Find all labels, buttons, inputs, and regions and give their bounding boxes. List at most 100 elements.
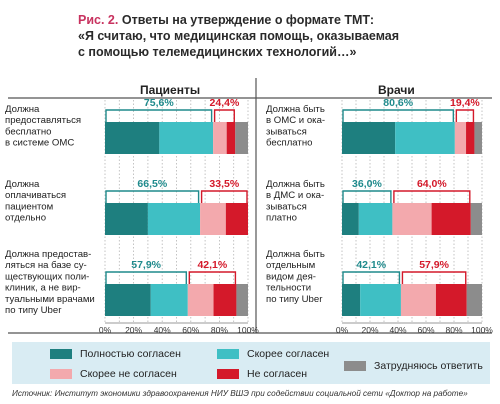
legend-label: Скорее не согласен — [80, 368, 177, 380]
doctors-x-tick-label: 100% — [471, 325, 493, 335]
legend-swatch — [50, 369, 72, 379]
patients-x-tick-label: 100% — [237, 325, 259, 335]
patients-disagree-total-label: 24,4% — [210, 97, 240, 109]
patients-panel-title: Пациенты — [140, 83, 200, 97]
doctors-category-label: Должна быть — [266, 249, 325, 260]
patients-agree-bracket — [105, 109, 213, 122]
patients-category-label: ществующих поли- — [5, 271, 89, 282]
patients-disagree-bracket — [188, 271, 237, 284]
patients-category-label: Должна — [5, 104, 40, 115]
legend-label: Затрудняюсь ответить — [374, 360, 483, 372]
doctors-category-label: видом дея- — [266, 271, 316, 282]
doctors-agree-bracket — [342, 109, 455, 122]
patients-bar-segment-2 — [159, 122, 214, 154]
doctors-x-tick-label: 60% — [417, 325, 434, 335]
doctors-category-label: по типу Uber — [266, 294, 323, 305]
legend-label: Не согласен — [247, 368, 308, 380]
doctors-category-label: зываться — [266, 126, 307, 137]
figure-title: Рис. 2. Ответы на утверждение о формате … — [78, 12, 493, 60]
doctors-bar-segment-1 — [342, 122, 396, 154]
doctors-disagree-bracket — [455, 109, 475, 122]
doctors-bar-segment-5 — [466, 284, 482, 316]
patients-x-tick-label: 20% — [125, 325, 142, 335]
title-line-3: с помощью телемедицинских технологий…» — [78, 45, 357, 59]
doctors-category-label: Должна быть — [266, 104, 325, 115]
patients-category-label: Должна — [5, 179, 40, 190]
legend-item: Затрудняюсь ответить — [344, 360, 483, 372]
legend-label: Скорее согласен — [247, 348, 330, 360]
doctors-bar-segment-5 — [470, 203, 482, 235]
legend-swatch — [217, 369, 239, 379]
patients-disagree-bracket — [213, 109, 235, 122]
patients-bar-segment-2 — [147, 203, 201, 235]
legend-item: Скорее не согласен — [50, 368, 177, 380]
patients-bar-segment-1 — [105, 284, 151, 316]
patients-category-label: клиник, а не вир- — [5, 283, 81, 294]
legend-item: Скорее согласен — [217, 348, 329, 360]
patients-category-label: отдельно — [5, 213, 46, 224]
patients-category-label: предоставляться — [5, 115, 81, 126]
title-line-1: Ответы на утверждение о формате ТМТ: — [121, 13, 375, 27]
legend-label: Полностью согласен — [80, 348, 181, 360]
patients-agree-total-label: 57,9% — [131, 259, 161, 271]
patients-bar-segment-2 — [150, 284, 188, 316]
patients-x-tick-label: 80% — [211, 325, 228, 335]
legend-swatch — [50, 349, 72, 359]
patients-category-label: оплачиваться — [5, 190, 66, 201]
doctors-agree-bracket — [342, 271, 401, 284]
patients-agree-total-label: 75,6% — [144, 97, 174, 109]
doctors-disagree-total-label: 57,9% — [419, 259, 449, 271]
doctors-disagree-bracket — [393, 190, 471, 203]
doctors-agree-total-label: 36,0% — [352, 178, 382, 190]
patients-agree-bracket — [105, 271, 187, 284]
doctors-category-label: Должна быть — [266, 179, 325, 190]
patients-x-tick-label: 60% — [182, 325, 199, 335]
doctors-category-label: отдельным — [266, 260, 315, 271]
patients-disagree-bracket — [200, 190, 248, 203]
patients-bar-segment-3 — [213, 122, 227, 154]
doctors-x-tick-label: 20% — [361, 325, 378, 335]
patients-category-label: в системе ОМС — [5, 138, 74, 149]
doctors-bar-segment-3 — [400, 284, 436, 316]
doctors-agree-total-label: 80,6% — [383, 97, 413, 109]
doctors-agree-bracket — [342, 190, 392, 203]
patients-disagree-total-label: 42,1% — [197, 259, 227, 271]
patients-category-label: бесплатно — [5, 126, 51, 137]
doctors-disagree-total-label: 64,0% — [417, 178, 447, 190]
patients-bar-segment-4 — [213, 284, 237, 316]
doctors-bar-segment-4 — [435, 284, 467, 316]
patients-bar-segment-4 — [225, 203, 248, 235]
doctors-bar-segment-5 — [474, 122, 482, 154]
doctors-bar-segment-2 — [358, 203, 393, 235]
doctors-bar-segment-4 — [431, 203, 471, 235]
doctors-disagree-bracket — [401, 271, 467, 284]
doctors-category-label: в ДМС и ока- — [266, 190, 324, 201]
doctors-bar-segment-3 — [392, 203, 432, 235]
legend-item: Полностью согласен — [50, 348, 181, 360]
title-line-2: «Я считаю, что медицинская помощь, оказы… — [78, 29, 400, 43]
patients-bar-segment-5 — [235, 122, 248, 154]
patients-bar-segment-1 — [105, 122, 160, 154]
figure-number: Рис. 2. — [78, 13, 119, 27]
doctors-x-tick-label: 0% — [336, 325, 349, 335]
patients-category-label: Должна предостав- — [5, 249, 91, 260]
patients-category-label: туальными врачами — [5, 294, 95, 305]
doctors-bar-segment-3 — [454, 122, 467, 154]
doctors-bar-segment-1 — [342, 203, 359, 235]
doctors-panel-title: Врачи — [378, 83, 415, 97]
doctors-category-label: бесплатно — [266, 138, 312, 149]
patients-bar-segment-5 — [236, 284, 248, 316]
doctors-agree-total-label: 42,1% — [356, 259, 386, 271]
doctors-x-tick-label: 80% — [445, 325, 462, 335]
patients-category-label: пациентом — [5, 201, 53, 212]
legend-item: Не согласен — [217, 368, 307, 380]
patients-agree-bracket — [105, 190, 200, 203]
doctors-bar-segment-4 — [466, 122, 475, 154]
doctors-bar-segment-2 — [360, 284, 401, 316]
doctors-bar-segment-1 — [342, 284, 361, 316]
doctors-disagree-total-label: 19,4% — [450, 97, 480, 109]
source-note: Источник: Институт экономики здравоохран… — [12, 389, 468, 398]
patients-bar-segment-3 — [200, 203, 226, 235]
legend: Полностью согласен Скорее согласен Затрудн… — [12, 342, 490, 384]
